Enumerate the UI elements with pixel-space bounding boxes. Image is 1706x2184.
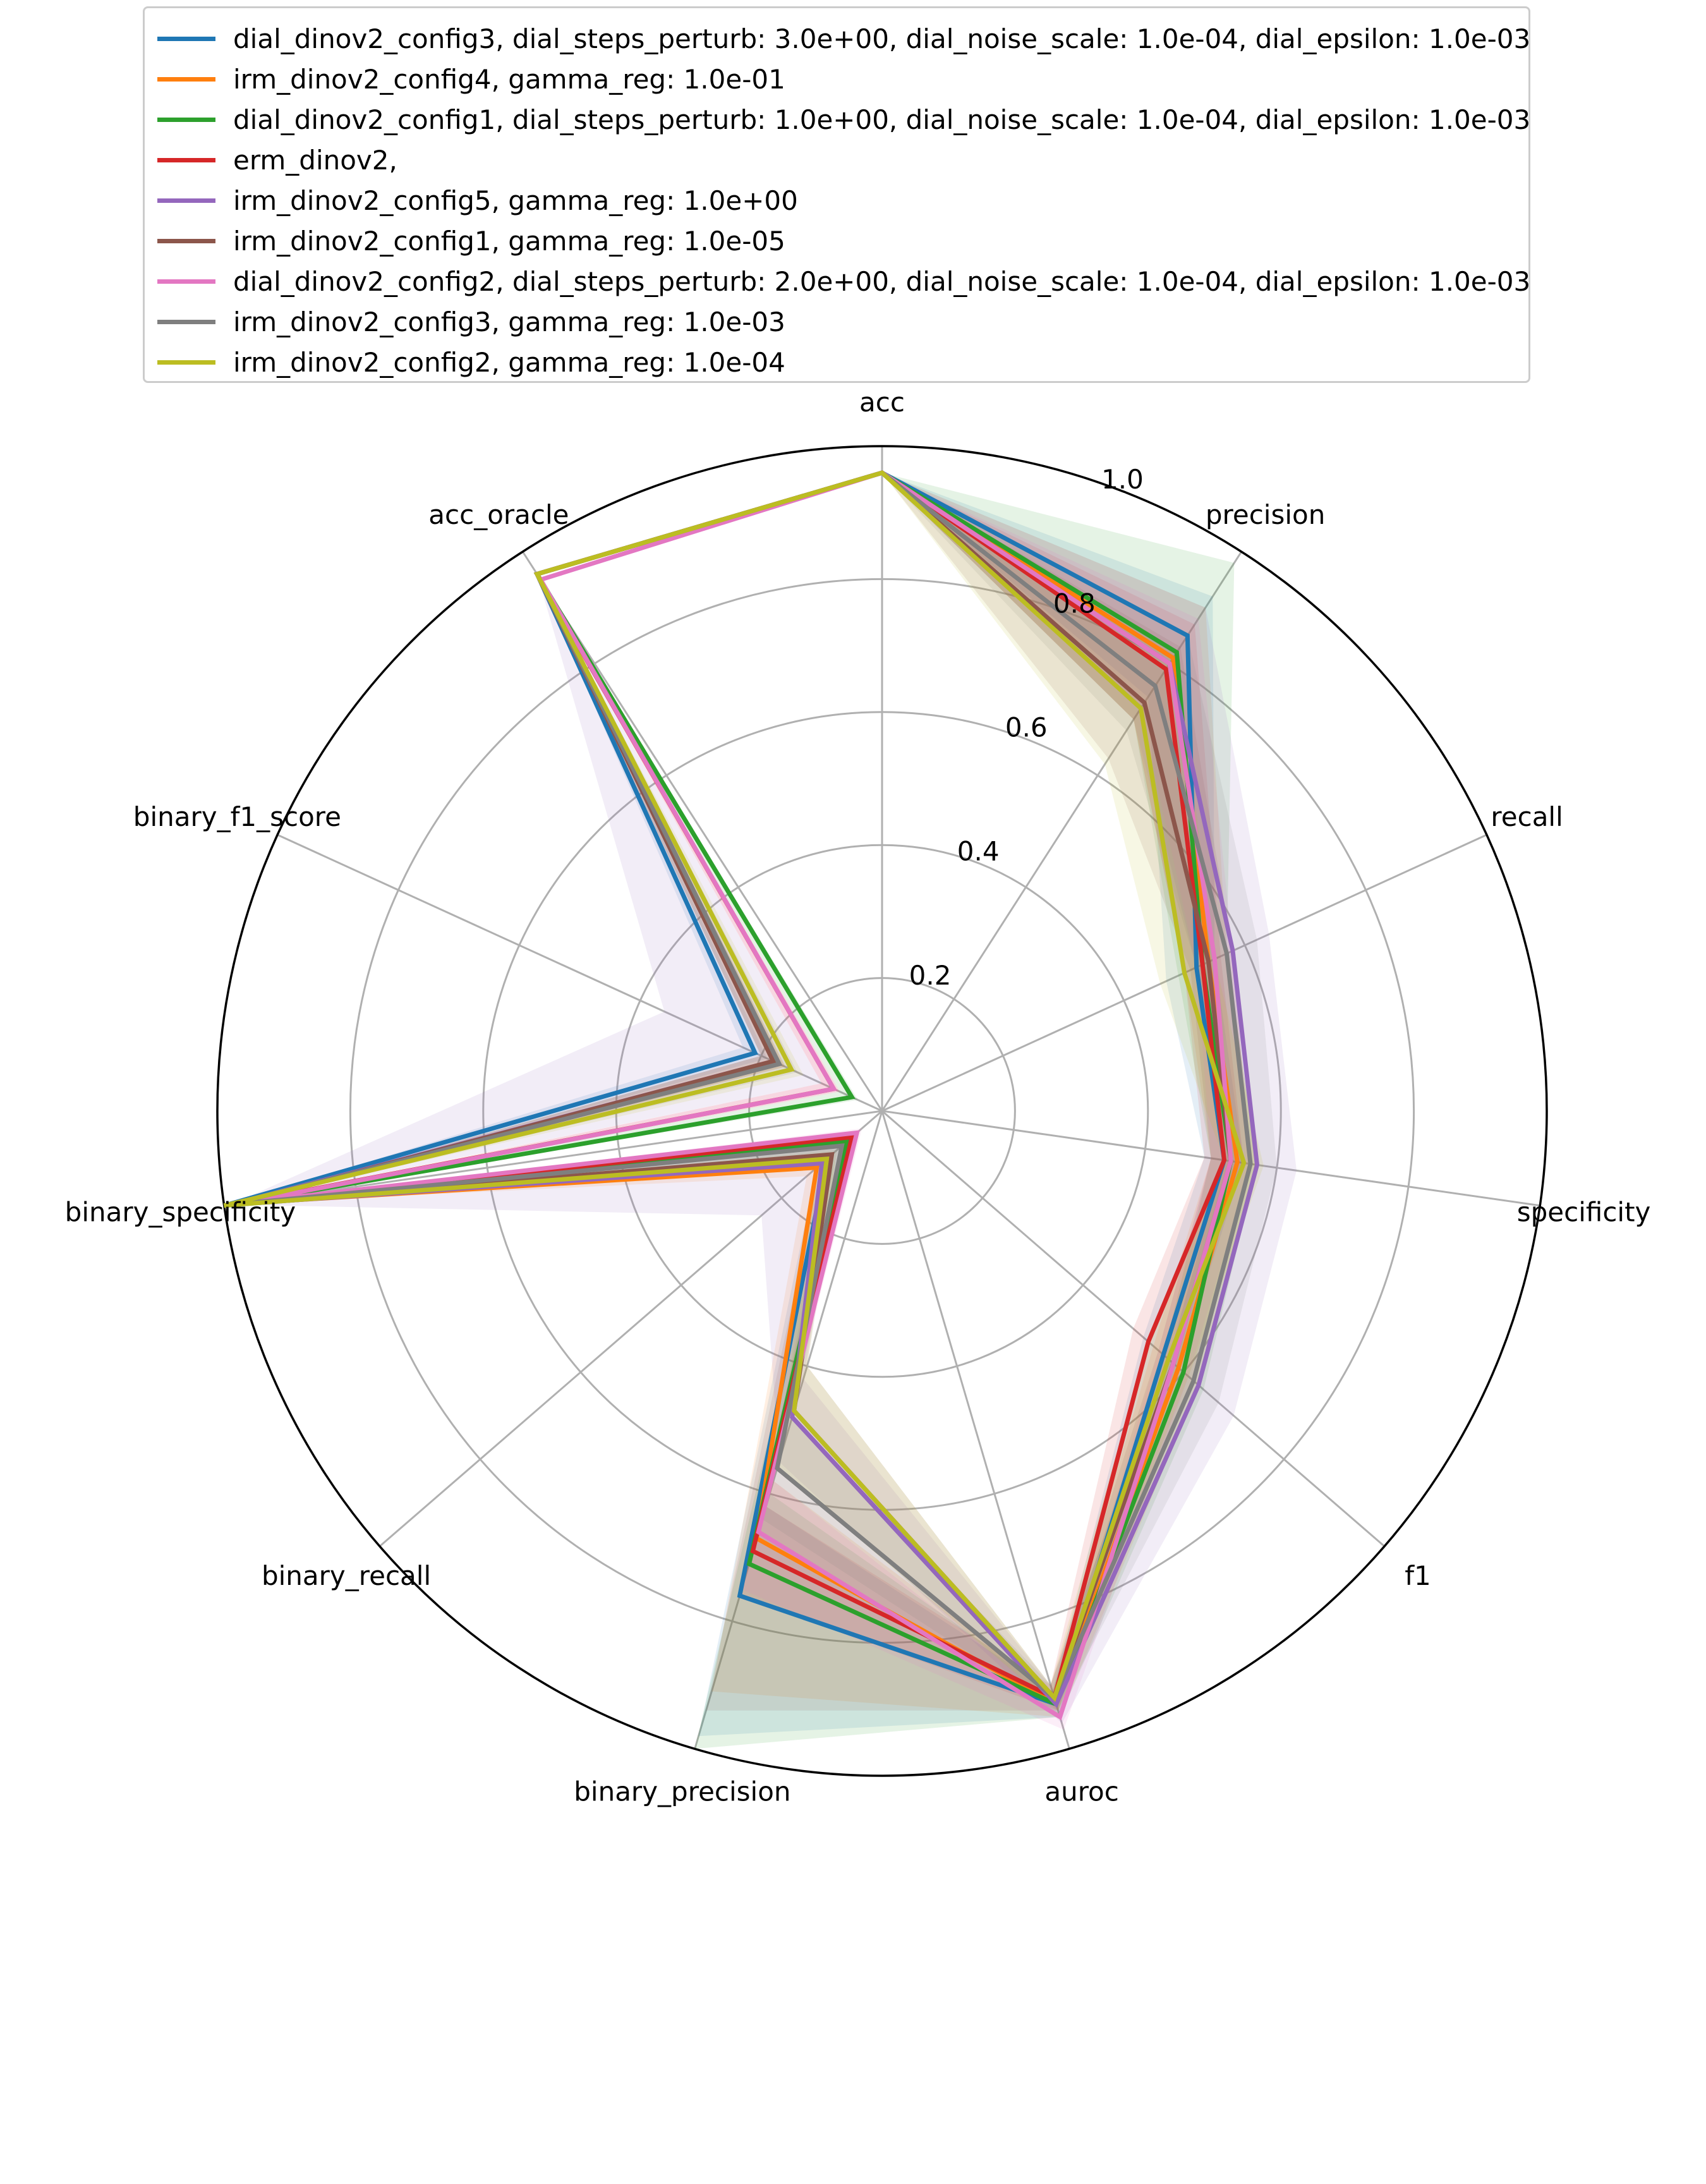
axis-labels: 0.2 0.4 0.6 0.8 1.0 acc precision recall specifi…: [65, 387, 1651, 1807]
legend-item: dial_dinov2_config2, dial_steps_perturb:…: [157, 262, 1530, 300]
series-line-irm-dinov2-config2-gamma-reg-1-0e-04: [223, 470, 1247, 1702]
legend-item: irm_dinov2_config1, gamma_reg: 1.0e-05: [157, 222, 785, 260]
band-dial-dinov2-config3-dial-steps-perturb-3-0e-00-dial-noise-scale-1-0e-04-dial-epsilon-1-0e-03: [224, 473, 1244, 1737]
axis-label-specificity: specificity: [1517, 1197, 1651, 1228]
legend-swatch: [157, 360, 215, 365]
grid-spoke: [378, 1110, 883, 1548]
grid-spoke: [881, 551, 1243, 1112]
radial-tick-label: 0.2: [909, 960, 952, 991]
axis-label-binary-specificity: binary_specificity: [65, 1197, 296, 1228]
radial-tick-label: 0.6: [1005, 712, 1048, 743]
axis-label-acc-oracle: acc_oracle: [428, 499, 569, 530]
band-irm-dinov2-config4-gamma-reg-1-0e-01: [237, 473, 1257, 1717]
legend-item: dial_dinov2_config1, dial_steps_perturb:…: [157, 100, 1530, 138]
legend-label: erm_dinov2,: [233, 144, 397, 176]
legend-label: irm_dinov2_config3, gamma_reg: 1.0e-03: [233, 306, 785, 337]
legend-item: irm_dinov2_config5, gamma_reg: 1.0e+00: [157, 181, 798, 219]
legend-item: dial_dinov2_config3, dial_steps_perturb:…: [157, 20, 1530, 58]
axis-label-recall: recall: [1491, 801, 1563, 832]
legend-item: irm_dinov2_config2, gamma_reg: 1.0e-04: [157, 343, 785, 381]
grid-spoke: [521, 551, 883, 1112]
axis-label-f1: f1: [1405, 1560, 1431, 1591]
legend-label: dial_dinov2_config1, dial_steps_perturb:…: [233, 104, 1531, 135]
series-line-dial-dinov2-config2-dial-steps-perturb-2-0e-00-dial-noise-scale-1-0e-04-dial-epsilon-1-0e-03: [243, 470, 1233, 1721]
axis-label-precision: precision: [1206, 499, 1325, 530]
radial-tick-label: 0.8: [1053, 588, 1096, 619]
legend-swatch: [157, 279, 215, 284]
legend-swatch: [157, 36, 215, 41]
legend-item: erm_dinov2,: [157, 141, 397, 179]
confidence-bands: [224, 473, 1297, 1749]
grid-spoke: [694, 1110, 883, 1749]
legend-label: irm_dinov2_config5, gamma_reg: 1.0e+00: [233, 185, 798, 216]
legend-swatch: [157, 157, 215, 162]
legend-label: dial_dinov2_config3, dial_steps_perturb:…: [233, 23, 1531, 54]
legend: dial_dinov2_config3, dial_steps_perturb:…: [143, 6, 1530, 383]
legend-item: irm_dinov2_config4, gamma_reg: 1.0e-01: [157, 60, 785, 98]
series-line-irm-dinov2-config3-gamma-reg-1-0e-03: [230, 470, 1253, 1702]
polar-frame: [216, 445, 1548, 1777]
band-dial-dinov2-config1-dial-steps-perturb-1-0e-00-dial-noise-scale-1-0e-04-dial-epsilon-1-0e-03: [231, 473, 1257, 1749]
band-dial-dinov2-config2-dial-steps-perturb-2-0e-00-dial-noise-scale-1-0e-04-dial-epsilon-1-0e-03: [243, 473, 1251, 1730]
radial-tick-label: 1.0: [1101, 464, 1144, 495]
axis-label-binary-precision: binary_precision: [574, 1776, 790, 1807]
grid-spoke: [881, 1110, 1540, 1207]
axis-label-binary-recall: binary_recall: [262, 1560, 431, 1591]
legend-swatch: [157, 76, 215, 82]
axis-label-auroc: auroc: [1044, 1776, 1119, 1807]
legend-swatch: [157, 238, 215, 243]
legend-item: irm_dinov2_config3, gamma_reg: 1.0e-03: [157, 303, 785, 341]
grid-spoke: [224, 1110, 883, 1207]
legend-label: irm_dinov2_config1, gamma_reg: 1.0e-05: [233, 225, 785, 257]
axis-label-acc: acc: [859, 387, 905, 418]
radial-tick-label: 0.4: [957, 836, 1000, 867]
legend-label: irm_dinov2_config4, gamma_reg: 1.0e-01: [233, 63, 785, 95]
legend-swatch: [157, 117, 215, 122]
grid-spoke: [881, 1110, 1070, 1749]
series-lines: [223, 470, 1260, 1721]
legend-label: irm_dinov2_config2, gamma_reg: 1.0e-04: [233, 346, 785, 378]
legend-swatch: [157, 198, 215, 203]
legend-label: dial_dinov2_config2, dial_steps_perturb:…: [233, 265, 1531, 297]
axis-label-binary-f1-score: binary_f1_score: [133, 801, 341, 832]
legend-swatch: [157, 319, 215, 324]
grid-spoke: [881, 1110, 1386, 1548]
